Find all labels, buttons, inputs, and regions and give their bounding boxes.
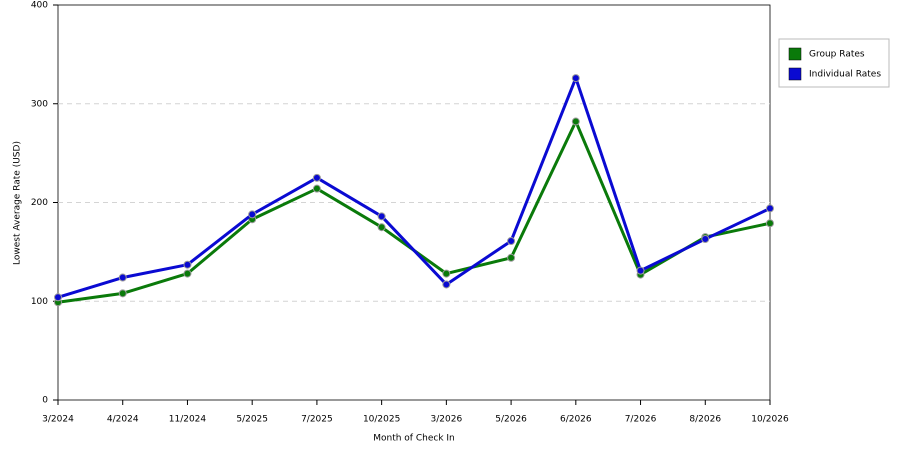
point: [183, 260, 192, 269]
legend-label: Group Rates: [809, 50, 865, 60]
x-tick-label: 7/2025: [301, 415, 333, 425]
x-tick-label: 10/2025: [363, 415, 400, 425]
y-tick-label: 100: [31, 297, 48, 307]
x-tick-label: 3/2024: [42, 415, 74, 425]
y-axis-label: Lowest Average Rate (USD): [13, 141, 23, 265]
point: [442, 269, 451, 278]
point: [507, 253, 516, 262]
x-tick-label: 6/2026: [560, 415, 592, 425]
x-tick-label: 10/2026: [751, 415, 789, 425]
x-tick-label: 5/2025: [236, 415, 268, 425]
point: [507, 237, 516, 246]
point: [183, 269, 192, 278]
y-tick-label: 200: [31, 198, 48, 208]
legend-swatch: [788, 47, 802, 61]
x-axis-label: Month of Check In: [373, 434, 455, 444]
x-tick-label: 8/2026: [689, 415, 721, 425]
point: [636, 266, 645, 275]
legend-label: Individual Rates: [809, 70, 881, 80]
point: [118, 273, 127, 282]
point: [442, 280, 451, 289]
point: [377, 212, 386, 221]
y-tick-label: 300: [31, 99, 48, 109]
x-tick-label: 4/2024: [107, 415, 139, 425]
y-tick-label: 0: [42, 396, 48, 406]
point: [54, 293, 62, 302]
x-tick-label: 5/2026: [495, 415, 527, 425]
point: [377, 223, 386, 232]
legend-swatch: [788, 67, 802, 81]
y-tick-label: 400: [31, 1, 48, 11]
point: [118, 289, 127, 298]
point: [312, 184, 321, 193]
x-tick-label: 3/2026: [431, 415, 463, 425]
point: [571, 74, 580, 83]
point: [701, 235, 710, 244]
point: [571, 117, 580, 126]
point: [312, 173, 321, 182]
point: [766, 219, 774, 228]
point: [766, 204, 774, 213]
x-tick-label: 11/2024: [169, 415, 207, 425]
point: [248, 210, 257, 219]
series-line: [57, 76, 771, 299]
x-tick-label: 7/2026: [625, 415, 657, 425]
